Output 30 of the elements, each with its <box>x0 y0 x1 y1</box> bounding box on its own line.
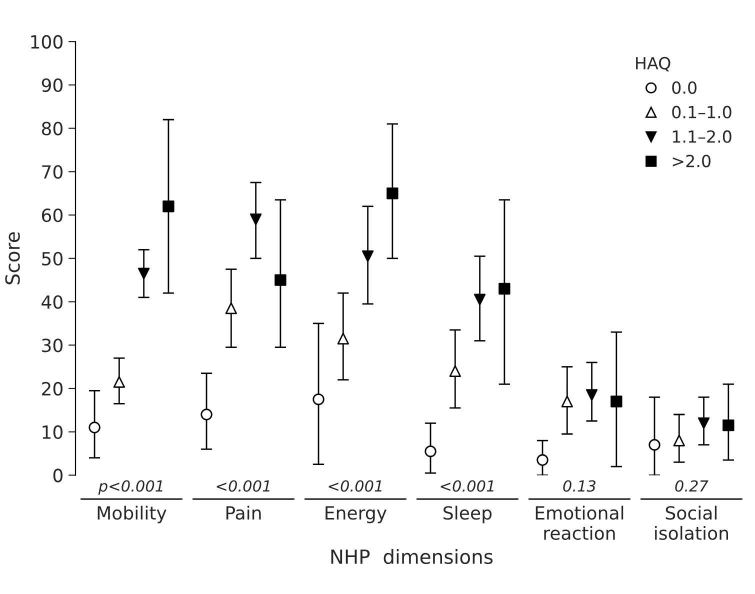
y-tick-label: 30 <box>42 338 62 352</box>
y-tick-label: 100 <box>31 35 62 49</box>
y-tick-label: 0 <box>53 468 62 482</box>
y-tick-label: 90 <box>42 78 62 92</box>
y-tick-label: 60 <box>42 208 62 222</box>
x-tick-label: Social isolation <box>655 506 728 540</box>
y-axis-title: Score <box>5 232 20 284</box>
x-tick-label: Energy <box>326 506 387 524</box>
x-tick-label: Pain <box>226 506 261 520</box>
text: 0.13 <box>563 480 596 492</box>
x-tick-label: Emotional reaction <box>536 506 624 540</box>
legend-label: >2.0 <box>672 154 710 168</box>
text: <0.001 <box>216 480 270 492</box>
text: 0.27 <box>675 480 708 492</box>
x-tick-label: Mobility <box>98 506 166 524</box>
y-tick-label: 20 <box>42 382 62 396</box>
legend-label: 1.1–2.0 <box>672 130 732 143</box>
y-tick-label: 40 <box>42 295 62 309</box>
y-tick-label: 10 <box>42 425 62 439</box>
text: <0.001 <box>440 480 494 492</box>
y-tick-label: 70 <box>42 165 62 179</box>
legend-title: HAQ <box>636 56 670 72</box>
x-tick-label: Sleep <box>444 506 492 524</box>
y-tick-label: 80 <box>42 122 62 136</box>
legend-label: 0.0 <box>672 81 697 94</box>
text: p<0.001 <box>98 480 162 495</box>
y-tick-label: 50 <box>42 252 62 266</box>
x-axis-title: NHP dimensions <box>331 549 493 564</box>
text: <0.001 <box>328 480 382 492</box>
legend-label: 0.1–1.0 <box>672 106 732 118</box>
